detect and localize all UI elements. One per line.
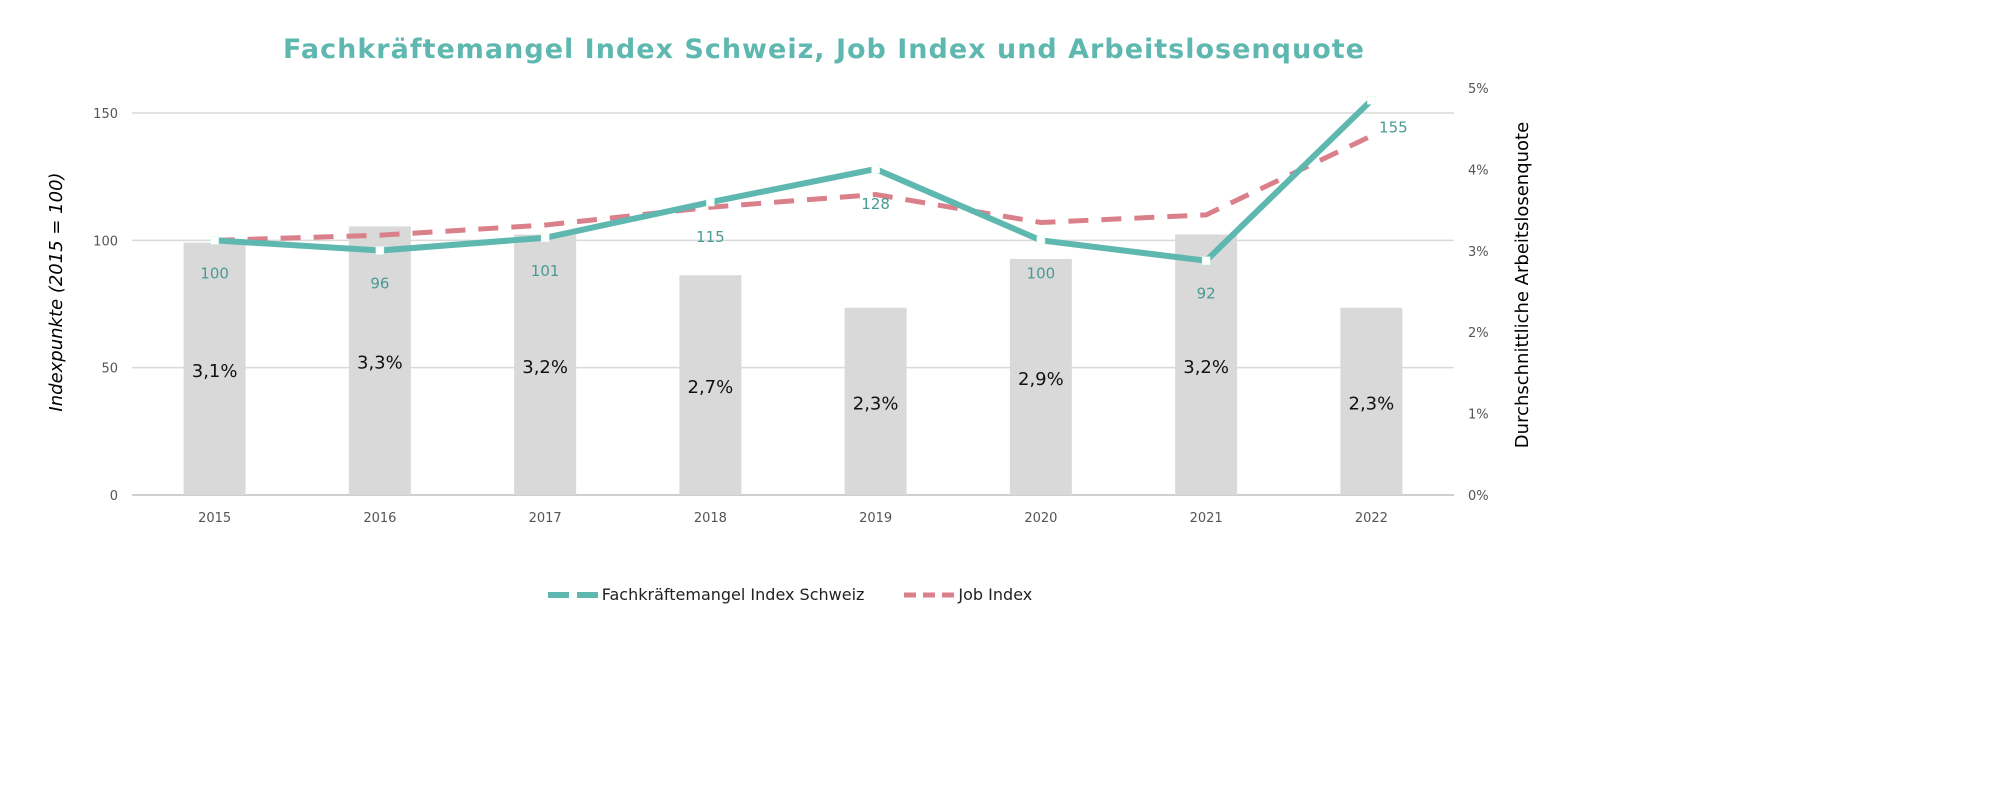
data-label: 96 (370, 275, 389, 293)
right-axis-tick: 1% (1468, 408, 1489, 423)
bar (514, 234, 577, 495)
bar-label: 3,2% (522, 357, 568, 378)
right-axis-tick: 5% (1468, 82, 1489, 97)
legend: Fachkräftemangel Index Schweiz Job Index (0, 585, 1580, 604)
right-axis-tick: 0% (1468, 489, 1489, 504)
legend-label: Job Index (958, 585, 1033, 604)
data-label: 155 (1379, 118, 1408, 136)
left-axis-tick: 100 (93, 234, 118, 249)
x-axis-tick: 2018 (694, 511, 727, 526)
bar (183, 242, 246, 495)
bar-label: 2,3% (1349, 393, 1395, 414)
x-axis-tick: 2015 (198, 511, 231, 526)
bar (1009, 258, 1072, 495)
bar (844, 307, 907, 495)
fachkraeftemangel-line (214, 98, 1374, 264)
left-axis-label: Indexpunkte (2015 = 100) (46, 172, 67, 411)
data-label: 100 (200, 264, 229, 282)
data-label: 128 (861, 195, 890, 213)
bar-label: 2,9% (1018, 369, 1064, 390)
left-axis-tick: 150 (93, 107, 118, 122)
right-axis-tick: 3% (1468, 245, 1489, 260)
x-axis-tick: 2020 (1024, 511, 1057, 526)
x-axis-tick: 2022 (1355, 511, 1388, 526)
right-axis-tick: 2% (1468, 326, 1489, 341)
data-point-marker (706, 197, 715, 207)
data-point-marker (1367, 96, 1376, 105)
data-point-marker (1201, 256, 1211, 265)
legend-solid-line-icon (547, 590, 598, 599)
data-label: 92 (1197, 285, 1216, 303)
bar-label: 3,1% (192, 361, 238, 382)
bar (348, 226, 411, 495)
bar-label: 3,3% (357, 353, 403, 374)
data-point-marker (210, 236, 219, 245)
legend-label: Fachkräftemangel Index Schweiz (601, 585, 865, 604)
data-point-marker (1036, 236, 1046, 245)
chart-title: Fachkräftemangel Index Schweiz, Job Inde… (283, 34, 1365, 65)
x-axis-tick: 2016 (363, 511, 396, 526)
bar (679, 275, 742, 495)
left-axis-tick: 50 (101, 362, 118, 377)
right-axis-label: Durchschnittliche Arbeitslosenquote (1512, 122, 1533, 448)
job-index-line (214, 133, 1373, 243)
data-label: 115 (696, 228, 725, 246)
bar-label: 2,3% (853, 393, 899, 414)
data-point-marker (375, 246, 385, 255)
legend-item-job-index: Job Index (904, 585, 1032, 604)
x-axis-tick: 2021 (1190, 511, 1223, 526)
data-point-marker (540, 233, 550, 243)
right-axis-tick: 4% (1468, 163, 1489, 178)
bar (1175, 234, 1238, 495)
data-label: 100 (1027, 264, 1056, 282)
data-label: 101 (531, 262, 560, 280)
legend-dashed-line-icon (904, 592, 955, 597)
bar-label: 3,2% (1183, 357, 1229, 378)
left-axis-tick: 0 (110, 489, 118, 504)
x-axis-tick: 2017 (529, 511, 562, 526)
x-axis-tick: 2019 (859, 511, 892, 526)
data-point-marker (871, 164, 880, 174)
bar-label: 2,7% (688, 377, 734, 398)
legend-item-fachkraeftemangel: Fachkräftemangel Index Schweiz (547, 585, 865, 604)
bar (1340, 307, 1403, 495)
